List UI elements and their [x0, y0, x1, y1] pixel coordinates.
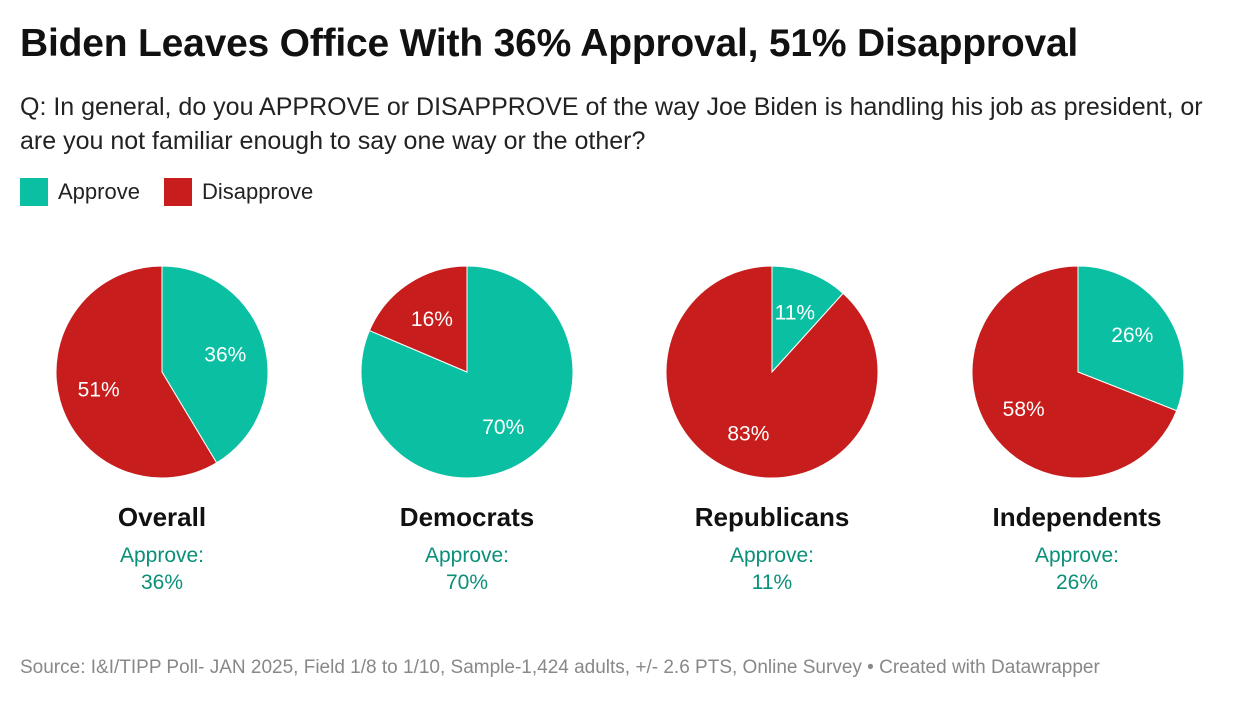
pie-title-republicans: Republicans	[694, 502, 850, 532]
approve-caption-prefix: Approve:	[424, 544, 510, 567]
pie-label-disapprove-democrats: 16%	[411, 308, 453, 331]
pie-slice-approve-democrats	[360, 265, 574, 479]
pie-slice-approve-overall	[161, 265, 269, 464]
pie-charts: 36% 51% 70% 16% 11% 83% 26% 58%	[55, 265, 1185, 479]
legend-swatch-approve	[20, 178, 48, 206]
approve-caption-prefix: Approve:	[729, 544, 815, 567]
approve-caption-overall: Approve: 36%	[12, 542, 312, 596]
pie-slice-disapprove-republicans	[665, 265, 879, 479]
legend-item-approve: Approve	[20, 178, 140, 206]
legend-swatch-disapprove	[163, 178, 192, 206]
pie-label-approve-overall: 36%	[204, 343, 246, 366]
approve-caption-value: 36%	[140, 571, 184, 594]
approve-caption-prefix: Approve:	[119, 544, 205, 567]
pie-slice-disapprove-democrats	[368, 265, 468, 373]
pie-title-overall: Overall	[117, 502, 207, 532]
legend-label-disapprove: Disapprove	[201, 179, 314, 204]
pie-label-disapprove-overall: 51%	[78, 379, 120, 402]
approve-caption-prefix: Approve:	[1034, 544, 1120, 567]
pie-label-disapprove-independents: 58%	[1003, 398, 1045, 421]
approve-caption-value: 70%	[445, 571, 489, 594]
approve-caption-independents: Approve: 26%	[927, 542, 1227, 596]
pie-label-approve-independents: 26%	[1111, 324, 1153, 347]
source-note: Source: I&I/TIPP Poll- JAN 2025, Field 1…	[20, 657, 1100, 678]
pie-label-disapprove-republicans: 83%	[727, 422, 769, 445]
pie-title-independents: Independents	[992, 502, 1162, 532]
chart-subtitle: Q: In general, do you APPROVE or DISAPPR…	[20, 93, 1203, 155]
legend-item-disapprove: Disapprove	[163, 178, 314, 206]
approve-caption-republicans: Approve: 11%	[622, 542, 922, 596]
approve-caption-value: 26%	[1055, 571, 1099, 594]
pie-slice-approve-republicans	[771, 265, 844, 374]
approve-caption-democrats: Approve: 70%	[317, 542, 617, 596]
pie-slice-disapprove-independents	[971, 265, 1178, 479]
legend: Approve Disapprove	[20, 178, 337, 206]
pie-title-democrats: Democrats	[399, 502, 535, 532]
pie-slice-disapprove-overall	[55, 265, 218, 479]
pie-slice-approve-independents	[1077, 265, 1185, 412]
chart-title: Biden Leaves Office With 36% Approval, 5…	[20, 22, 1079, 65]
approve-caption-value: 11%	[751, 571, 793, 594]
legend-label-approve: Approve	[58, 179, 140, 204]
pie-label-approve-republicans: 11%	[775, 302, 815, 325]
pie-label-approve-democrats: 70%	[482, 416, 524, 439]
